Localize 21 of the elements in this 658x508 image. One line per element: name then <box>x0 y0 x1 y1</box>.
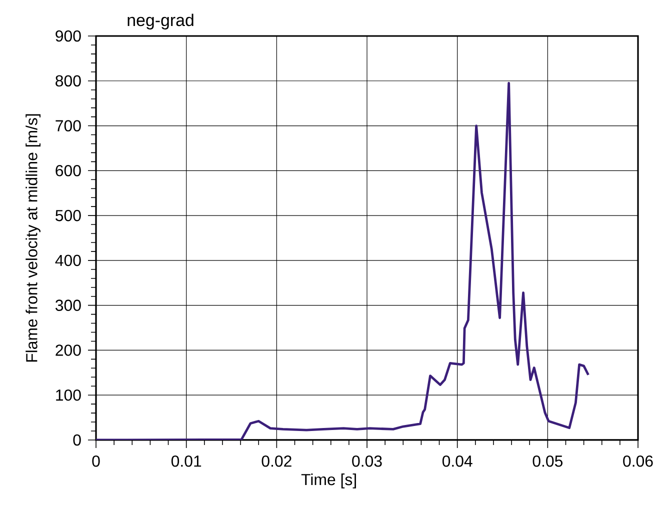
y-tick-label: 100 <box>56 389 81 401</box>
x-tick-label: 0.01 <box>171 456 202 467</box>
x-tick-label: 0.02 <box>262 456 292 467</box>
chart-title: neg-grad <box>128 14 194 30</box>
y-tick-label: 600 <box>56 165 81 176</box>
x-tick-label: 0.06 <box>623 456 653 467</box>
y-tick-label: 300 <box>56 300 81 311</box>
y-axis-title: Flame front velocity at midline [m/s] <box>26 114 40 362</box>
y-tick-label: 500 <box>56 210 81 222</box>
y-tick-label: 200 <box>56 344 81 356</box>
x-tick-label: 0 <box>92 456 100 467</box>
y-tick-label: 0 <box>73 434 81 446</box>
x-tick-label: 0.03 <box>352 456 382 467</box>
y-tick-label: 800 <box>56 75 81 87</box>
y-tick-label: 700 <box>56 120 81 132</box>
x-tick-label: 0.05 <box>532 456 562 467</box>
x-tick-label: 0.04 <box>442 456 472 467</box>
line-series <box>96 82 590 440</box>
x-axis-title: Time [s] <box>301 474 356 488</box>
y-tick-label: 400 <box>55 254 81 266</box>
y-tick-label: 900 <box>56 30 81 42</box>
